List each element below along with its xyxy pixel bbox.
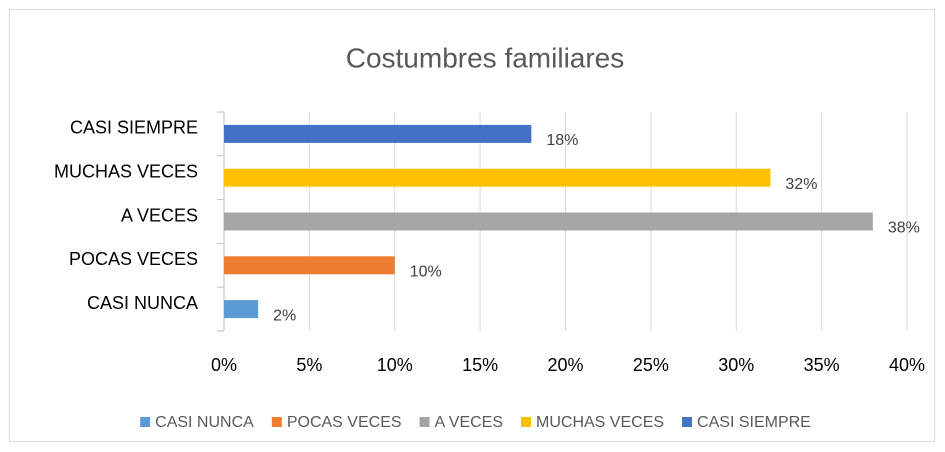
legend-marker — [140, 417, 151, 427]
bar — [224, 168, 771, 187]
x-tick-label: 0% — [211, 355, 237, 375]
value-label: 18% — [546, 132, 578, 149]
x-tick-label: 30% — [718, 355, 754, 375]
x-tick-label: 25% — [633, 355, 669, 375]
y-tick-label: CASI NUNCA — [87, 293, 198, 313]
legend-label: POCAS VECES — [287, 414, 402, 431]
legend-label: CASI NUNCA — [155, 414, 254, 431]
legend-marker — [521, 417, 532, 427]
legend-marker — [419, 417, 430, 427]
value-label: 32% — [785, 176, 817, 193]
chart-title: Costumbres familiares — [346, 42, 625, 73]
x-tick-label: 10% — [377, 355, 413, 375]
x-tick-label: 15% — [462, 355, 498, 375]
x-tick-label: 35% — [804, 355, 840, 375]
x-tick-label: 40% — [889, 355, 925, 375]
y-tick-label: POCAS VECES — [69, 249, 198, 269]
bar — [224, 212, 873, 231]
legend-label: MUCHAS VECES — [536, 414, 664, 431]
legend-marker — [682, 417, 693, 427]
y-tick-label: MUCHAS VECES — [54, 161, 198, 181]
bar — [224, 256, 395, 275]
value-label: 38% — [888, 220, 920, 237]
y-tick-label: CASI SIEMPRE — [70, 118, 198, 138]
legend-marker — [271, 417, 282, 427]
y-tick-label: A VECES — [121, 205, 198, 225]
value-label: 2% — [273, 307, 296, 324]
x-tick-label: 20% — [547, 355, 583, 375]
legend-label: CASI SIEMPRE — [697, 414, 811, 431]
bar — [224, 124, 532, 143]
x-tick-label: 5% — [296, 355, 322, 375]
bar — [224, 300, 259, 319]
legend-label: A VECES — [435, 414, 503, 431]
value-label: 10% — [410, 264, 442, 281]
